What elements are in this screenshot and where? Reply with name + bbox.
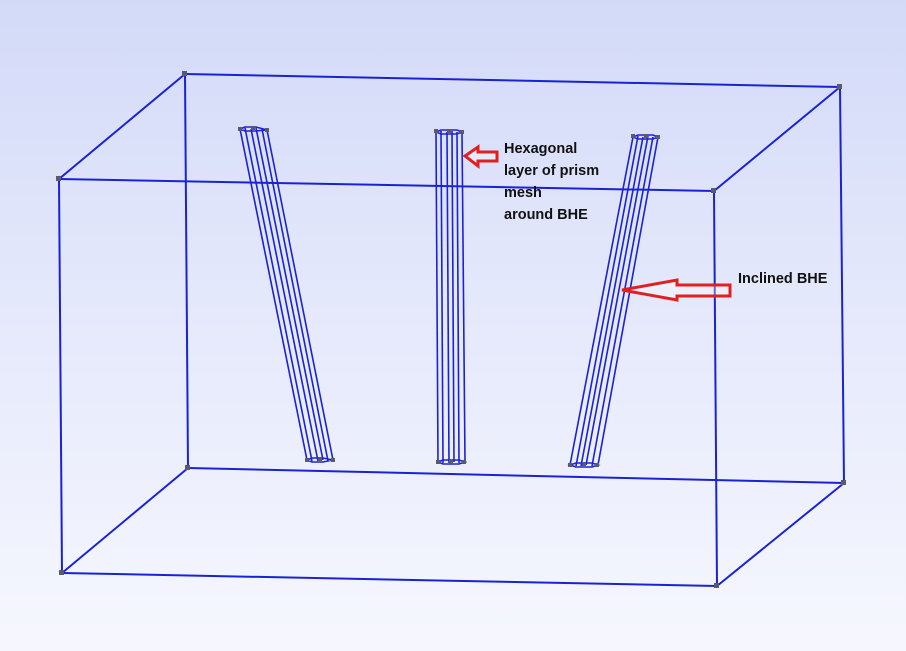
bhe-left-vertices xyxy=(238,126,335,462)
hexagonal-label-line-2: layer of prism xyxy=(504,163,600,179)
box-vertices xyxy=(56,71,846,588)
bhe-right-inclined[interactable] xyxy=(567,134,661,468)
inclined-bhe-label: Inclined BHE xyxy=(738,271,828,287)
bhe-left[interactable] xyxy=(237,126,334,463)
hexagonal-label-line-1: Hexagonal xyxy=(504,141,578,157)
hexagonal-label-line-3: mesh xyxy=(504,185,542,201)
box-domain-wireframe xyxy=(58,73,845,587)
hexagonal-label-line-4: around BHE xyxy=(504,207,588,223)
inclined-callout-arrow xyxy=(621,278,732,302)
hexagonal-callout-arrow xyxy=(462,144,499,170)
hexagonal-layer-label: Hexagonal layer of prism mesh around BHE xyxy=(504,138,599,226)
bhe-right-vertices xyxy=(568,134,660,467)
bhe-center-vertices xyxy=(434,129,466,464)
bhe-center[interactable] xyxy=(433,129,468,465)
